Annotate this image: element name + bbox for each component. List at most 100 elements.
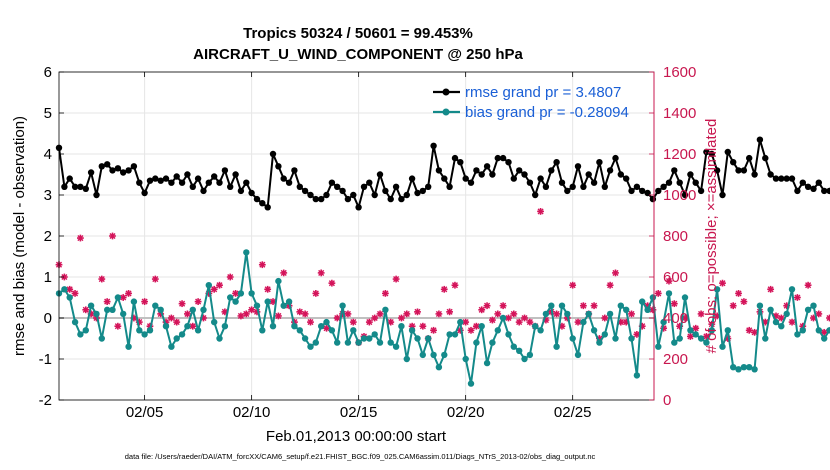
obs-marker-stroke: [259, 261, 266, 268]
rmse-point: [301, 187, 309, 195]
obs-marker: [745, 326, 753, 334]
rmse-point: [665, 179, 673, 186]
rmse-point: [778, 175, 785, 182]
obs-marker: [793, 294, 801, 301]
bias-point: [639, 298, 646, 305]
bias-point: [665, 290, 673, 297]
bias-point: [98, 335, 106, 342]
rmse-point: [580, 183, 587, 190]
obs-marker: [403, 310, 411, 318]
obs-marker: [537, 208, 544, 215]
obs-marker-stroke: [730, 302, 737, 309]
obs-marker: [665, 277, 673, 285]
obs-marker-stroke: [815, 310, 822, 317]
bias-point: [66, 294, 73, 301]
obs-marker: [167, 314, 175, 322]
bias-point: [510, 343, 517, 350]
obs-marker-stroke: [655, 290, 662, 297]
rmse-point: [350, 191, 357, 199]
legend: rmse grand pr = 3.4807 bias grand pr = -…: [433, 84, 629, 121]
rmse-point: [130, 163, 138, 170]
bias-point: [532, 323, 539, 330]
obs-marker-stroke: [72, 290, 79, 297]
x-tick-label: 02/25: [554, 404, 592, 421]
obs-marker-stroke: [195, 298, 202, 305]
obs-marker: [719, 279, 726, 287]
obs-marker-stroke: [125, 290, 132, 297]
rmse-point: [87, 169, 95, 176]
obs-marker: [274, 312, 282, 320]
bias-point: [799, 327, 806, 334]
obs-marker-stroke: [681, 314, 689, 322]
obs-marker-stroke: [805, 282, 812, 289]
rmse-point: [227, 183, 234, 190]
rmse-point: [66, 175, 73, 182]
obs-marker-stroke: [451, 282, 458, 289]
obs-marker: [788, 318, 796, 326]
x-tick-label: 02/05: [126, 404, 164, 421]
rmse-point: [141, 189, 148, 197]
obs-marker: [280, 269, 288, 277]
rmse-point: [355, 204, 362, 211]
bias-point: [713, 286, 721, 293]
bias-point: [553, 343, 560, 350]
y-left-tick-label: 1: [44, 269, 52, 286]
rmse-point: [558, 179, 566, 186]
y-left-tick-label: 2: [44, 228, 52, 245]
rmse-point: [494, 154, 501, 162]
rmse-point: [735, 167, 742, 174]
rmse-point: [526, 179, 534, 186]
rmse-point: [414, 189, 421, 197]
obs-marker: [467, 326, 475, 334]
bias-point: [146, 327, 154, 334]
obs-marker-stroke: [537, 208, 544, 215]
bias-point: [451, 331, 459, 338]
obs-marker: [349, 318, 357, 326]
obs-marker-stroke: [558, 323, 566, 330]
bias-point: [756, 302, 764, 309]
obs-marker: [226, 273, 234, 281]
bias-point: [120, 310, 127, 318]
bias-point: [323, 318, 330, 326]
rmse-point: [211, 173, 218, 180]
obs-marker: [216, 281, 223, 289]
y-right-tick-label: 600: [663, 269, 688, 286]
bias-point: [350, 327, 357, 334]
rmse-point: [194, 175, 202, 182]
bias-point: [392, 343, 400, 350]
bias-point: [189, 306, 196, 313]
obs-marker-stroke: [516, 319, 523, 326]
rmse-point: [799, 179, 806, 186]
rmse-point: [516, 167, 523, 174]
bias-point: [628, 335, 635, 342]
bias-point: [462, 355, 469, 363]
bias-point: [526, 351, 534, 359]
y-axis-left: -2 -1 0 1 2 3 4 5 6: [39, 64, 64, 409]
bias-point: [318, 323, 325, 330]
obs-marker: [242, 310, 250, 318]
y-axis-left-label: rmse and bias (model - observation): [11, 116, 28, 356]
rmse-point: [216, 179, 223, 186]
obs-marker: [751, 328, 758, 336]
bias-point: [211, 318, 218, 326]
obs-marker-stroke: [243, 310, 250, 317]
rmse-point: [585, 171, 592, 178]
rmse-point: [553, 159, 560, 166]
bias-point: [275, 277, 282, 285]
bias-point: [762, 335, 769, 342]
obs-marker-stroke: [334, 314, 341, 322]
rmse-point: [403, 191, 410, 199]
bias-point: [141, 331, 148, 338]
obs-marker-stroke: [61, 273, 68, 281]
obs-marker-stroke: [366, 319, 373, 326]
rmse-point: [617, 171, 624, 178]
obs-marker: [210, 285, 218, 293]
bias-point: [419, 351, 426, 359]
obs-marker-stroke: [607, 282, 614, 289]
obs-marker: [151, 275, 159, 283]
rmse-point: [109, 167, 116, 174]
bias-point: [296, 327, 303, 334]
bias-point: [259, 327, 266, 334]
obs-marker-stroke: [746, 327, 753, 334]
